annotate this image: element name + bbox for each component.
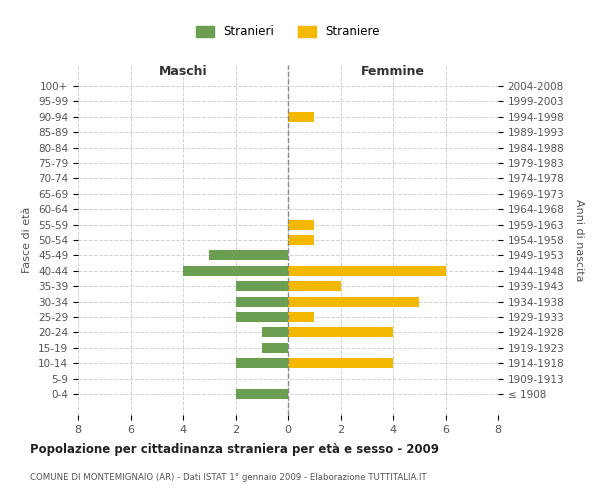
Text: Maschi: Maschi [158,65,208,78]
Bar [288,281,341,291]
Bar [288,220,314,230]
Bar [262,343,288,353]
Y-axis label: Anni di nascita: Anni di nascita [574,198,584,281]
Bar [235,281,288,291]
Bar [288,312,314,322]
Legend: Stranieri, Straniere: Stranieri, Straniere [196,26,380,38]
Text: COMUNE DI MONTEMIGNAIO (AR) - Dati ISTAT 1° gennaio 2009 - Elaborazione TUTTITAL: COMUNE DI MONTEMIGNAIO (AR) - Dati ISTAT… [30,472,427,482]
Bar [288,235,314,245]
Bar [235,358,288,368]
Bar [288,358,393,368]
Bar [288,328,393,338]
Bar [235,296,288,306]
Bar [235,389,288,399]
Text: Femmine: Femmine [361,65,425,78]
Bar [288,112,314,122]
Text: Popolazione per cittadinanza straniera per età e sesso - 2009: Popolazione per cittadinanza straniera p… [30,442,439,456]
Y-axis label: Fasce di età: Fasce di età [22,207,32,273]
Bar [209,250,288,260]
Bar [262,328,288,338]
Bar [288,266,445,276]
Bar [235,312,288,322]
Bar [288,296,419,306]
Bar [183,266,288,276]
